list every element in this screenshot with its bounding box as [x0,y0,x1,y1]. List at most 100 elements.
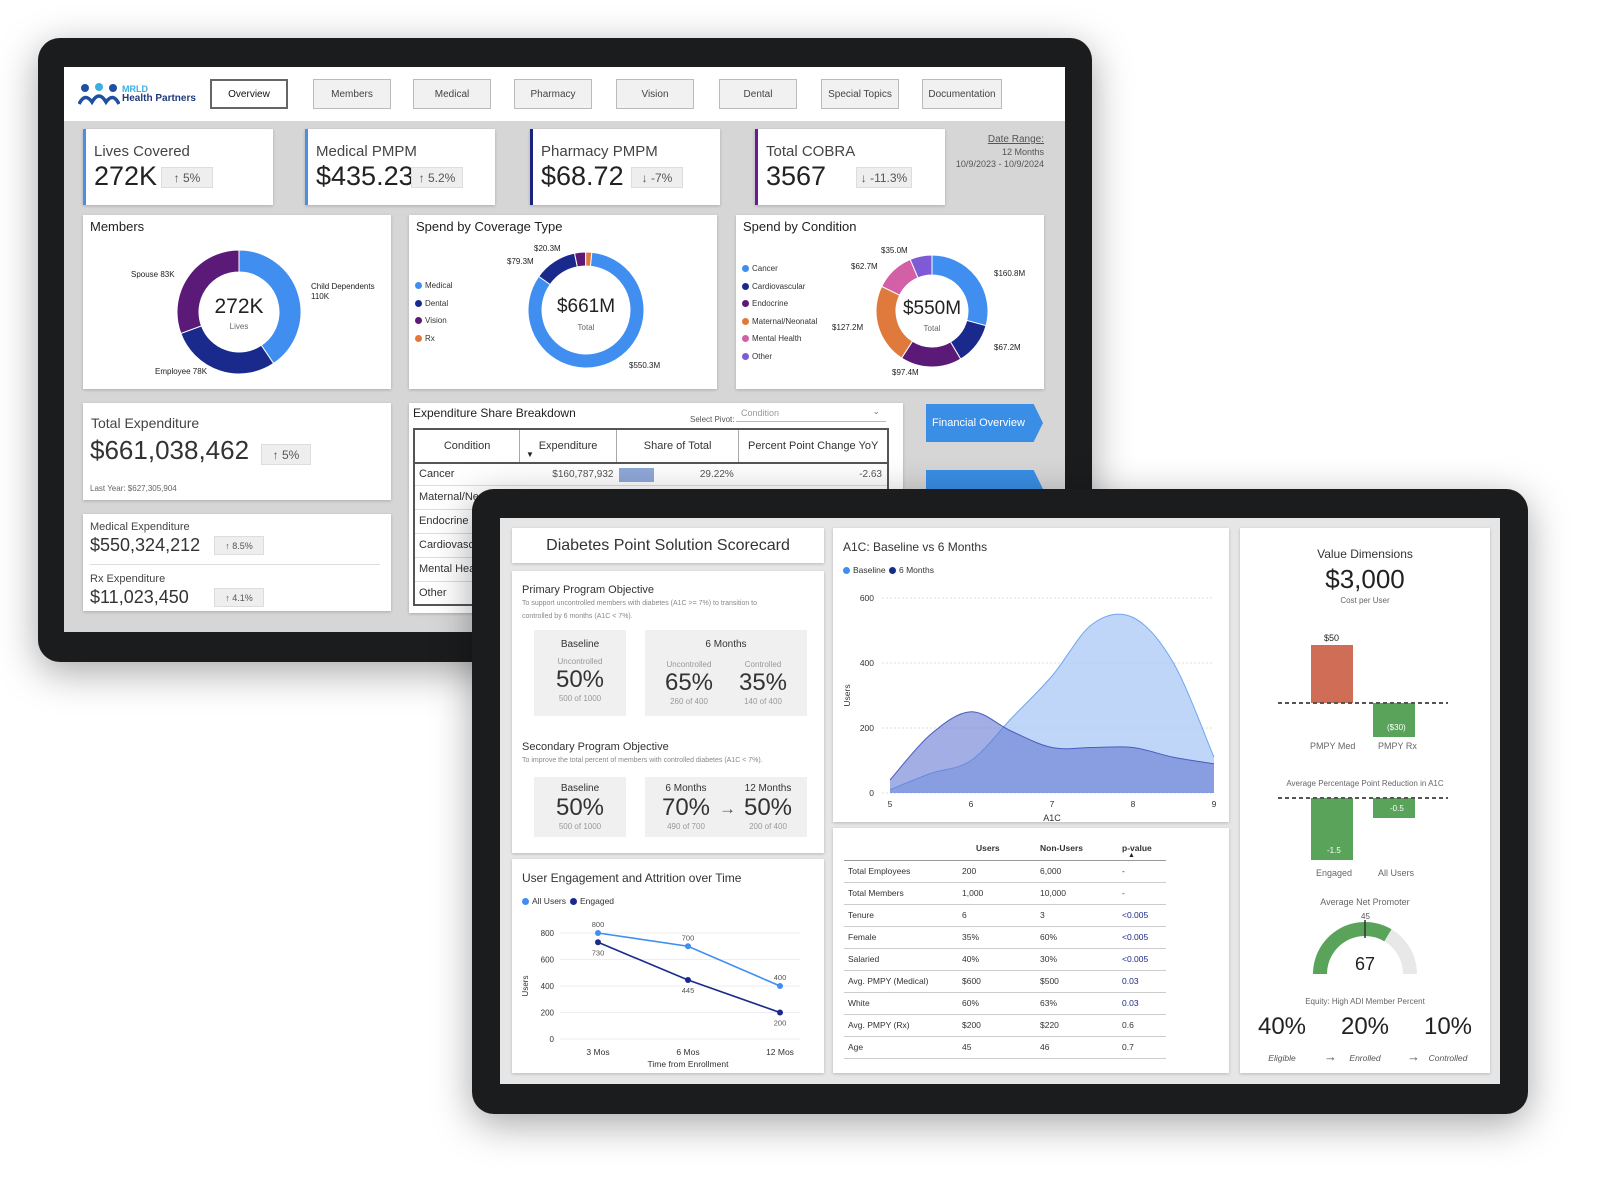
primary-uncontrolled-value: 65% [664,669,714,696]
nav-tab-special-topics[interactable]: Special Topics [821,79,899,109]
arrow-right-icon: → [719,799,736,818]
logo[interactable]: MRLD Health Partners [78,80,198,110]
a1c-reduction-title: Average Percentage Point Reduction in A1… [1286,779,1444,788]
table-cell: $600 [962,976,981,986]
nav-tab-pharmacy[interactable]: Pharmacy [514,79,592,109]
legend-item[interactable]: Medical [415,281,453,290]
column-header[interactable]: Users [962,836,1040,861]
legend-item[interactable]: Other [742,352,772,361]
med-exp-delta: ↑ 8.5% [214,536,264,555]
engaged-value: -1.5 [1327,846,1341,855]
table-row[interactable]: Female 35% 60% <0.005 [844,926,1166,948]
column-header[interactable]: Share of Total [616,429,740,464]
table-row[interactable]: White 60% 63% 0.03 [844,992,1166,1014]
primary-baseline-box: Baseline Uncontrolled 50% 500 of 1000 [534,630,626,716]
sort-asc-icon[interactable]: ▲ [1128,852,1135,859]
column-header[interactable]: p-value [1122,836,1166,861]
legend-item[interactable]: Endocrine [742,299,788,308]
table-cell: - [1122,888,1125,898]
legend-label: Other [752,351,773,361]
legend-label: Mental Health [752,334,802,343]
column-header[interactable]: Non-Users [1040,836,1122,861]
cell-condition: Maternal/Ne [419,491,479,503]
y-axis-label: Users [842,684,852,706]
table-row[interactable]: Avg. PMPY (Rx) $200 $220 0.6 [844,1014,1166,1036]
logo-text-2: Health Partners [122,93,196,104]
legend-item[interactable]: Maternal/Neonatal [742,317,817,326]
series-area [890,711,1214,793]
a1c-card: A1C: Baseline vs 6 Months Baseline 6 Mon… [833,528,1229,822]
table-row[interactable]: Total Members 1,000 10,000 - [844,882,1166,904]
rx-exp-delta: ↑ 4.1% [214,588,264,607]
equity-label: Controlled [1428,1053,1468,1063]
kpi-value: $68.72 [541,161,624,191]
pmpy-med-bar[interactable] [1311,645,1353,703]
nav-tab-members[interactable]: Members [313,79,391,109]
table-cell: Age [848,1042,864,1052]
legend-item[interactable]: Dental [415,299,448,308]
label-spouse: Spouse 83K [131,270,175,279]
pmpy-med-label: PMPY Med [1310,741,1356,751]
med-rx-card: Medical Expenditure $550,324,212 ↑ 8.5% … [83,514,391,611]
breakdown-title: Expenditure Share Breakdown [413,406,576,420]
legend-item[interactable]: Cancer [742,264,778,273]
financial-overview-button[interactable]: Financial Overview [926,404,1043,442]
legend-item[interactable]: Mental Health [742,334,801,343]
secondary-baseline-title: Baseline [560,783,600,794]
table-row[interactable]: Avg. PMPY (Medical) $600 $500 0.03 [844,970,1166,992]
sort-desc-icon[interactable]: ▼ [526,450,534,459]
table-row[interactable]: Salaried 40% 30% <0.005 [844,948,1166,970]
legend-label: Maternal/Neonatal [752,316,818,326]
nps-max: 45 [1361,912,1370,921]
table-header-row: Condition Expenditure Share of Total Percen… [414,429,889,464]
logo-text-1: MRLD [122,84,148,94]
coverage-slice[interactable] [538,252,578,286]
engaged-bar[interactable] [1311,798,1353,860]
nav-tab-vision[interactable]: Vision [616,79,694,109]
legend-item[interactable]: Vision [415,316,447,325]
series-line [889,711,1215,781]
data-point[interactable] [685,943,691,950]
value-title: Value Dimensions [1317,547,1413,561]
legend-item[interactable]: Rx [415,334,435,343]
kpi-value: 3567 [766,161,827,191]
primary-6mo-title: 6 Months [705,639,747,650]
column-header[interactable]: Condition [414,429,521,464]
members-slice[interactable] [177,250,240,335]
table-row[interactable]: Tenure 6 3 <0.005 [844,904,1166,926]
table-cell: Avg. PMPY (Medical) [848,976,929,986]
column-header[interactable] [844,836,962,861]
nav-tab-documentation[interactable]: Documentation [922,79,1002,109]
table-cell: 0.7 [1122,1042,1134,1052]
pmpy-rx-bar[interactable] [1373,703,1415,737]
pivot-select[interactable]: Condition ⌄ [736,405,886,422]
legend-item[interactable]: Cardiovascular [742,282,805,291]
value-bars [1278,645,1448,974]
legend-dot [570,897,577,905]
column-header[interactable]: Expenditure [519,429,617,464]
nav-tab-overview[interactable]: Overview [210,79,288,109]
column-header[interactable]: Percent Point Change YoY [738,429,889,464]
coverage-slice[interactable] [528,252,644,368]
legend-dot [843,566,850,574]
label-employee: Employee 78K [155,367,208,376]
coverage-slice[interactable] [585,252,593,267]
all-users-bar[interactable] [1373,798,1415,818]
coverage-label-2: $79.3M [507,257,534,266]
data-point[interactable] [777,983,783,989]
legend-label: Vision [425,316,447,325]
table-cell: 60% [962,998,980,1008]
table-row[interactable]: Age 45 46 0.7 [844,1036,1166,1058]
data-point[interactable] [685,977,691,984]
condition-slice[interactable] [909,255,933,279]
members-slice[interactable] [238,250,301,365]
data-point[interactable] [595,930,601,936]
table-row[interactable]: Cancer $160,787,932 29.22% -2.63 [414,463,888,485]
table-row[interactable]: Total Employees 200 6,000 - [844,860,1166,882]
nav-tab-medical[interactable]: Medical [413,79,491,109]
nav-tab-dental[interactable]: Dental [719,79,797,109]
x-tick-label: 3 Mos [586,1047,609,1057]
data-point[interactable] [777,1009,783,1016]
condition-label-f: $97.4M [892,368,919,377]
data-point[interactable] [595,939,601,946]
